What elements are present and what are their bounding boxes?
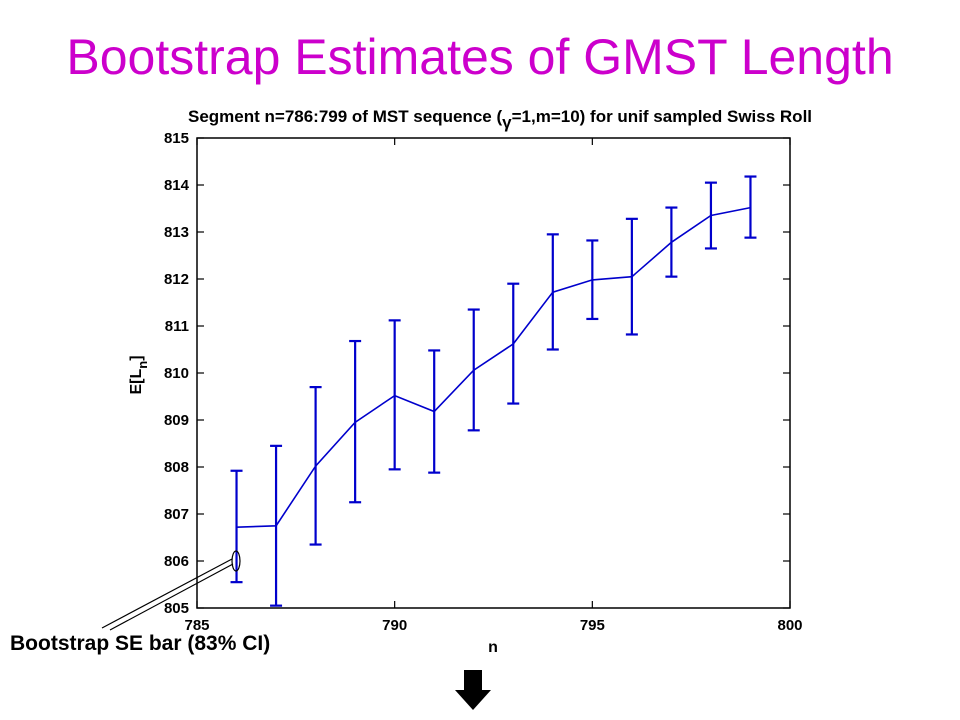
y-tick-label: 810 bbox=[164, 365, 189, 382]
error-bar bbox=[349, 339, 362, 504]
plot-frame bbox=[196, 137, 791, 609]
callout-ellipse bbox=[231, 550, 241, 572]
y-tick-label: 814 bbox=[164, 177, 190, 194]
series-line bbox=[236, 206, 751, 528]
error-bar bbox=[665, 206, 678, 278]
error-bar bbox=[625, 217, 638, 336]
y-tick-label: 809 bbox=[164, 412, 189, 429]
x-tick-label: 790 bbox=[382, 617, 407, 634]
error-bar bbox=[428, 349, 441, 474]
x-axis-title: n bbox=[488, 639, 498, 656]
error-bar bbox=[309, 386, 322, 546]
error-bar bbox=[586, 239, 599, 321]
error-bar bbox=[467, 308, 480, 432]
y-tick-label: 811 bbox=[165, 318, 189, 335]
x-axis-ticks: 785 790 795 800 bbox=[184, 138, 803, 634]
chart-title-symbol: γ bbox=[502, 113, 512, 132]
series-layer bbox=[230, 175, 757, 607]
callout-leader-1 bbox=[101, 558, 233, 629]
chart-title: Segment n=786:799 of MST sequence (γ=1,m… bbox=[188, 107, 812, 132]
error-bar bbox=[507, 282, 520, 405]
y-tick-label: 805 bbox=[164, 600, 189, 617]
y-axis-title-sub: n bbox=[135, 361, 150, 369]
slide-title: Bootstrap Estimates of GMST Length bbox=[66, 29, 894, 85]
callout-label: Bootstrap SE bar (83% CI) bbox=[10, 632, 271, 655]
error-bar bbox=[704, 181, 717, 250]
y-axis-title: E[Ln] bbox=[128, 355, 150, 394]
y-tick-label: 812 bbox=[164, 271, 189, 288]
y-tick-label: 807 bbox=[164, 506, 189, 523]
error-bar bbox=[744, 175, 757, 239]
chart-title-after: =1,m=10) for unif sampled Swiss Roll bbox=[512, 107, 812, 126]
error-bar bbox=[230, 469, 243, 584]
error-bar bbox=[270, 444, 283, 607]
y-tick-label: 813 bbox=[164, 224, 189, 241]
x-tick-label: 800 bbox=[777, 617, 802, 634]
chart-title-before: Segment n=786:799 of MST sequence ( bbox=[188, 107, 502, 126]
x-tick-label: 785 bbox=[184, 617, 209, 634]
y-axis-title-base: E[L bbox=[128, 369, 145, 395]
down-arrow-icon[interactable] bbox=[455, 670, 491, 710]
y-axis-ticks: 805 806 807 808 809 810 811 812 813 814 815 bbox=[164, 130, 790, 617]
error-bar bbox=[546, 233, 559, 351]
y-tick-label: 808 bbox=[164, 459, 189, 476]
callout-leader-2 bbox=[109, 563, 234, 631]
x-tick-label: 795 bbox=[580, 617, 605, 634]
y-tick-label: 806 bbox=[164, 553, 189, 570]
error-bar bbox=[388, 319, 401, 471]
y-axis-title-end: ] bbox=[128, 355, 145, 360]
y-tick-label: 815 bbox=[164, 130, 189, 147]
